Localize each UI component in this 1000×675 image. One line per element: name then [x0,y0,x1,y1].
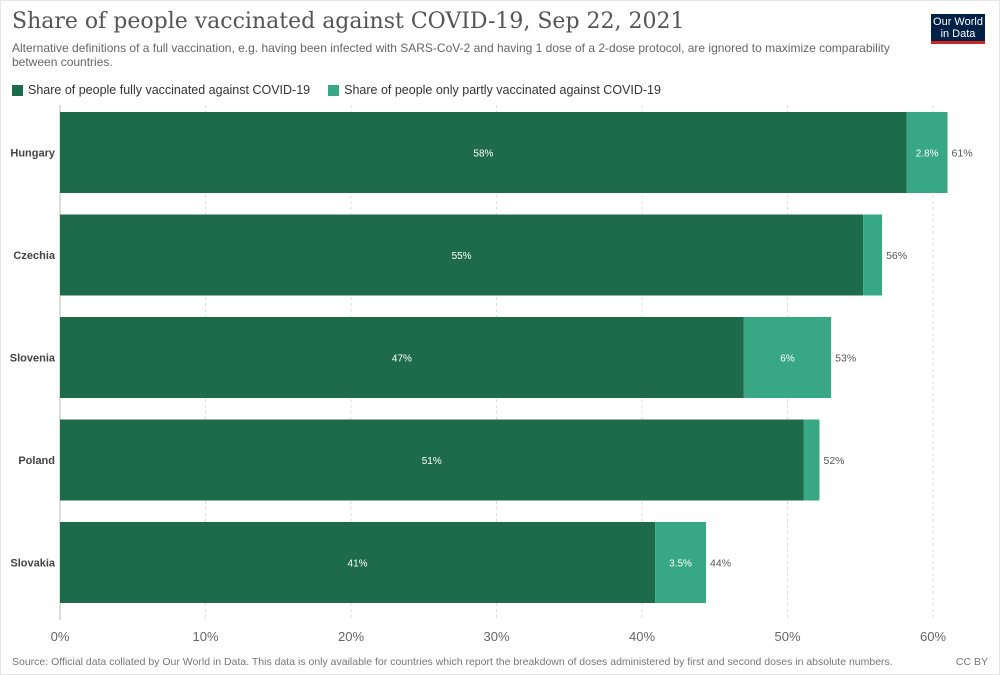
x-tick-label-30: 30% [483,629,509,644]
bar-partly-czechia[interactable] [863,214,883,296]
x-tick-label-0: 0% [51,629,70,644]
legend-item-partly[interactable]: Share of people only partly vaccinated a… [328,83,661,97]
bar-partly-slovakia[interactable] [655,522,707,603]
legend-item-fully[interactable]: Share of people fully vaccinated against… [12,83,310,97]
bar-fully-slovakia[interactable] [60,522,656,603]
logo-line-2: in Data [940,28,976,40]
x-tick-label-40: 40% [629,629,655,644]
legend-swatch-partly [328,84,340,96]
x-tick-label-60: 60% [920,629,946,644]
legend: Share of people fully vaccinated against… [12,83,679,97]
data-label-partly-hungary: 2.8% [916,149,939,160]
category-label-hungary: Hungary [10,148,56,160]
total-label-slovenia: 53% [835,353,856,365]
bar-partly-slovenia[interactable] [743,317,832,398]
bar-fully-poland[interactable] [60,419,804,501]
license-link[interactable]: CC BY [955,656,988,668]
data-label-fully-slovenia: 47% [392,354,412,365]
legend-swatch-fully [12,84,23,96]
source-note: Source: Official data collated by Our Wo… [12,656,893,668]
legend-label-partly: Share of people only partly vaccinated a… [344,83,661,97]
category-label-poland: Poland [18,455,55,467]
bar-fully-slovenia[interactable] [60,317,744,398]
total-label-hungary: 61% [952,148,973,160]
total-label-slovakia: 44% [710,558,731,570]
category-label-slovakia: Slovakia [10,558,56,570]
footer: Source: Official data collated by Our Wo… [12,656,988,668]
total-label-czechia: 56% [886,250,907,262]
data-label-fully-czechia: 55% [452,251,472,262]
data-label-partly-slovenia: 6% [780,354,795,365]
x-tick-label-50: 50% [774,629,800,644]
data-label-fully-slovakia: 41% [348,559,368,570]
bar-partly-poland[interactable] [803,419,820,501]
data-label-fully-hungary: 58% [473,149,493,160]
bar-fully-hungary[interactable] [60,112,907,193]
owid-logo[interactable]: Our World in Data [931,14,985,44]
chart-title: Share of people vaccinated against COVID… [12,9,685,34]
x-tick-label-10: 10% [192,629,218,644]
data-label-partly-slovakia: 3.5% [669,559,692,570]
bar-partly-hungary[interactable] [906,112,948,193]
category-label-czechia: Czechia [13,250,55,262]
chart-subtitle: Alternative definitions of a full vaccin… [12,41,890,69]
bar-fully-czechia[interactable] [60,214,864,296]
logo-line-1: Our World [933,16,983,28]
legend-label-fully: Share of people fully vaccinated against… [28,83,311,97]
total-label-poland: 52% [824,455,845,467]
data-label-fully-poland: 51% [422,456,442,467]
x-tick-label-20: 20% [338,629,364,644]
category-label-slovenia: Slovenia [10,353,56,365]
